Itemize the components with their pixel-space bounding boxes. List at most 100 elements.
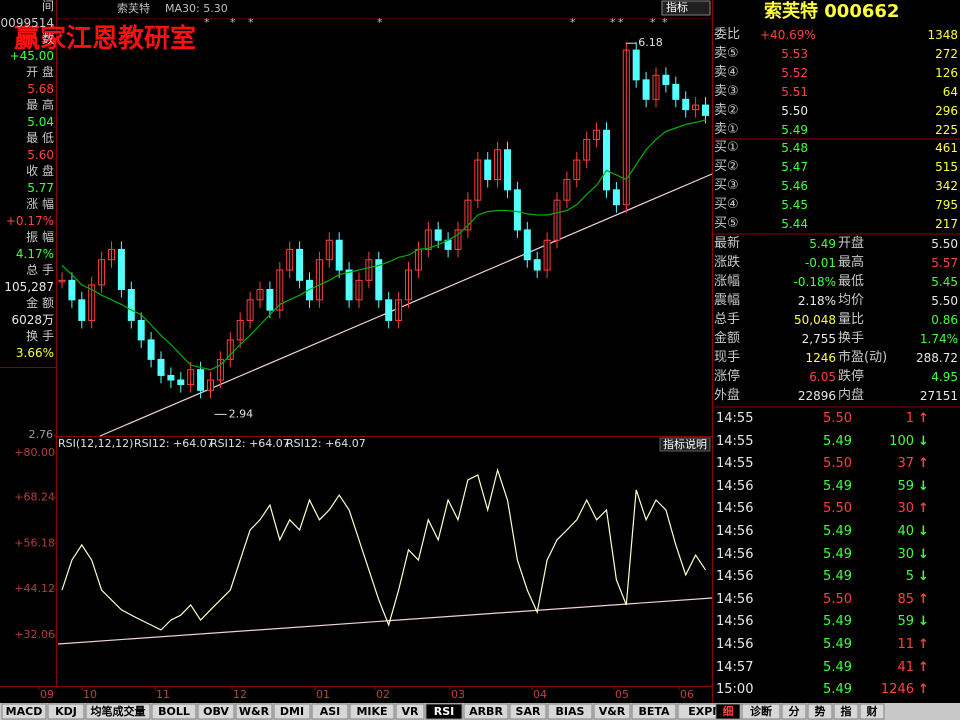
tab[interactable] xyxy=(235,703,273,720)
ma30-line xyxy=(61,119,706,371)
stat-label: 市盈(动) xyxy=(838,350,888,365)
side-tab-label[interactable]: 诊断 xyxy=(750,704,772,718)
stat-value: 1.74% xyxy=(919,332,958,346)
info-value: 4.17% xyxy=(15,246,54,261)
quote-title-bar xyxy=(714,0,960,24)
tab-label[interactable]: OBV xyxy=(203,705,229,718)
tick-volume: 5 xyxy=(905,569,914,585)
tab[interactable] xyxy=(1,703,47,720)
tab[interactable] xyxy=(47,703,85,720)
book-volume: 64 xyxy=(942,84,958,99)
info-label: 振 幅 xyxy=(26,230,54,244)
high-label: 6.18 xyxy=(638,36,663,49)
info-value: +0.17% xyxy=(5,213,54,228)
tab[interactable] xyxy=(273,703,311,720)
book-label: 买① xyxy=(714,140,739,156)
tab-label[interactable]: MIKE xyxy=(356,705,387,718)
stat-label: 均价 xyxy=(838,293,865,308)
tab-label[interactable]: ASI xyxy=(320,705,341,718)
tick-price: 5.50 xyxy=(823,456,852,472)
stat-value: 5.50 xyxy=(931,237,958,251)
tab[interactable] xyxy=(197,703,235,720)
indicator-button-label[interactable]: 指标 xyxy=(666,0,688,14)
tick-time: 14:56 xyxy=(716,637,754,652)
tab[interactable] xyxy=(593,703,631,720)
tab[interactable] xyxy=(547,703,593,720)
tick-time: 14:55 xyxy=(716,456,754,472)
side-tab[interactable] xyxy=(859,703,885,720)
tick-time: 14:56 xyxy=(716,501,754,517)
tab-label[interactable]: DMI xyxy=(280,705,304,718)
tab[interactable] xyxy=(631,703,677,720)
side-tab[interactable] xyxy=(741,703,781,720)
side-tab[interactable] xyxy=(781,703,807,720)
tab-label[interactable]: BIAS xyxy=(556,705,585,718)
book-label: 卖④ xyxy=(714,64,739,80)
quote-title: 索芙特 000662 xyxy=(764,1,900,22)
side-tab-label[interactable]: 分 xyxy=(789,704,800,718)
x-tick-label: 05 xyxy=(615,688,629,701)
x-tick-label: 11 xyxy=(156,688,170,701)
tick-direction: ↑ xyxy=(918,659,929,675)
stat-value: 27151 xyxy=(919,389,958,403)
info-label: 最 高 xyxy=(26,98,54,112)
stat-value: 5.45 xyxy=(931,275,958,289)
tick-price: 5.50 xyxy=(823,501,852,517)
tab[interactable] xyxy=(311,703,349,720)
side-tab[interactable] xyxy=(807,703,833,720)
x-tick-label: 06 xyxy=(680,688,694,701)
tab[interactable] xyxy=(151,703,197,720)
tab-label[interactable]: MACD xyxy=(6,705,43,718)
indicator-button[interactable] xyxy=(661,0,711,16)
book-label: 卖⑤ xyxy=(714,45,739,61)
stat-label: 最高 xyxy=(838,255,865,270)
info-label: 涨 幅 xyxy=(26,197,54,211)
indicator-help-label[interactable]: 指标说明 xyxy=(663,437,707,451)
indicator-help-button[interactable] xyxy=(659,437,711,452)
tab[interactable] xyxy=(463,703,509,720)
tab-label[interactable]: ARBR xyxy=(469,705,503,718)
info-value: 5.60 xyxy=(27,147,54,162)
x-tick-label: 03 xyxy=(451,688,465,701)
book-price: 5.53 xyxy=(781,46,808,61)
info-label: 金 额 xyxy=(26,296,54,310)
tick-time: 14:56 xyxy=(716,524,754,539)
marker: * xyxy=(610,16,616,29)
tick-volume: 30 xyxy=(897,501,914,517)
tab-label[interactable]: W&R xyxy=(239,705,270,718)
book-price: 5.49 xyxy=(781,122,808,137)
tick-price: 5.49 xyxy=(823,614,852,630)
tab[interactable] xyxy=(425,703,463,720)
tab[interactable] xyxy=(395,703,425,720)
info-value: +45.00 xyxy=(9,48,54,63)
tab-label[interactable]: KDJ xyxy=(55,705,77,718)
tab-label[interactable]: SAR xyxy=(516,705,541,718)
tab-label[interactable]: V&R xyxy=(599,705,626,718)
stat-value: -0.18% xyxy=(793,275,836,289)
side-tab-label[interactable]: 指 xyxy=(841,704,852,718)
tick-time: 14:57 xyxy=(716,659,754,675)
side-tab-label[interactable]: 细 xyxy=(723,704,734,718)
book-price: 5.48 xyxy=(781,141,808,156)
tick-time: 14:56 xyxy=(716,569,754,585)
tab[interactable] xyxy=(509,703,547,720)
side-tab[interactable] xyxy=(715,703,741,720)
tab-label[interactable]: VR xyxy=(402,705,420,718)
info-value: 0099514 xyxy=(0,15,54,30)
tick-time: 14:56 xyxy=(716,591,754,607)
side-tab-label[interactable]: 财 xyxy=(866,704,878,718)
book-volume: 272 xyxy=(935,46,958,61)
tab-label[interactable]: 均笔成交量 xyxy=(91,704,146,718)
tab[interactable] xyxy=(349,703,395,720)
book-label: 买⑤ xyxy=(714,216,739,231)
side-tab[interactable] xyxy=(833,703,859,720)
x-tick-label: 02 xyxy=(376,688,390,701)
tick-volume: 59 xyxy=(897,478,914,494)
side-tab-label[interactable]: 势 xyxy=(815,704,826,718)
tab-label[interactable]: RSI xyxy=(434,705,455,718)
tab-label[interactable]: BOLL xyxy=(158,705,190,718)
rsi-line xyxy=(61,467,706,631)
tab-label[interactable]: BETA xyxy=(638,705,670,718)
tab[interactable] xyxy=(85,703,151,720)
stat-value: -0.01 xyxy=(804,256,836,270)
